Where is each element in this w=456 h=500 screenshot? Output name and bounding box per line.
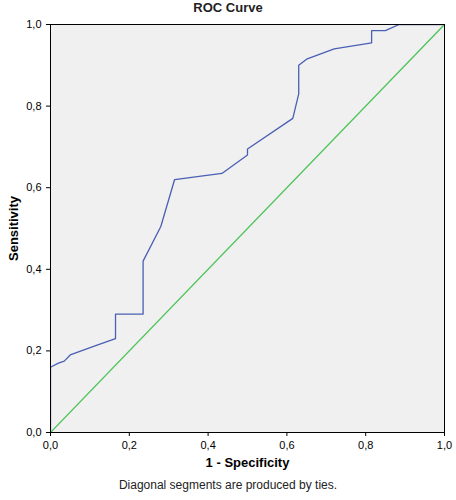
svg-text:0,8: 0,8 [26,100,41,112]
html-text:Diagonal segments are produced: Diagonal segments are produced by ties. [118,478,338,492]
svg-text:0,6: 0,6 [26,181,41,193]
svg-text:Sensitivity: Sensitivity [6,195,21,261]
svg-text:0,4: 0,4 [26,263,41,275]
svg-text:1,0: 1,0 [26,18,41,30]
svg-text:0,8: 0,8 [358,439,373,451]
svg-text:0,2: 0,2 [122,439,137,451]
html-text:ROC Curve: ROC Curve [193,0,263,15]
svg-text:0,2: 0,2 [26,344,41,356]
svg-text:0,4: 0,4 [200,439,215,451]
svg-text:1,0: 1,0 [437,439,452,451]
svg-text:1 - Specificity: 1 - Specificity [206,455,291,470]
svg-text:0,0: 0,0 [43,439,58,451]
svg-text:0,0: 0,0 [26,426,41,438]
svg-text:0,6: 0,6 [279,439,294,451]
